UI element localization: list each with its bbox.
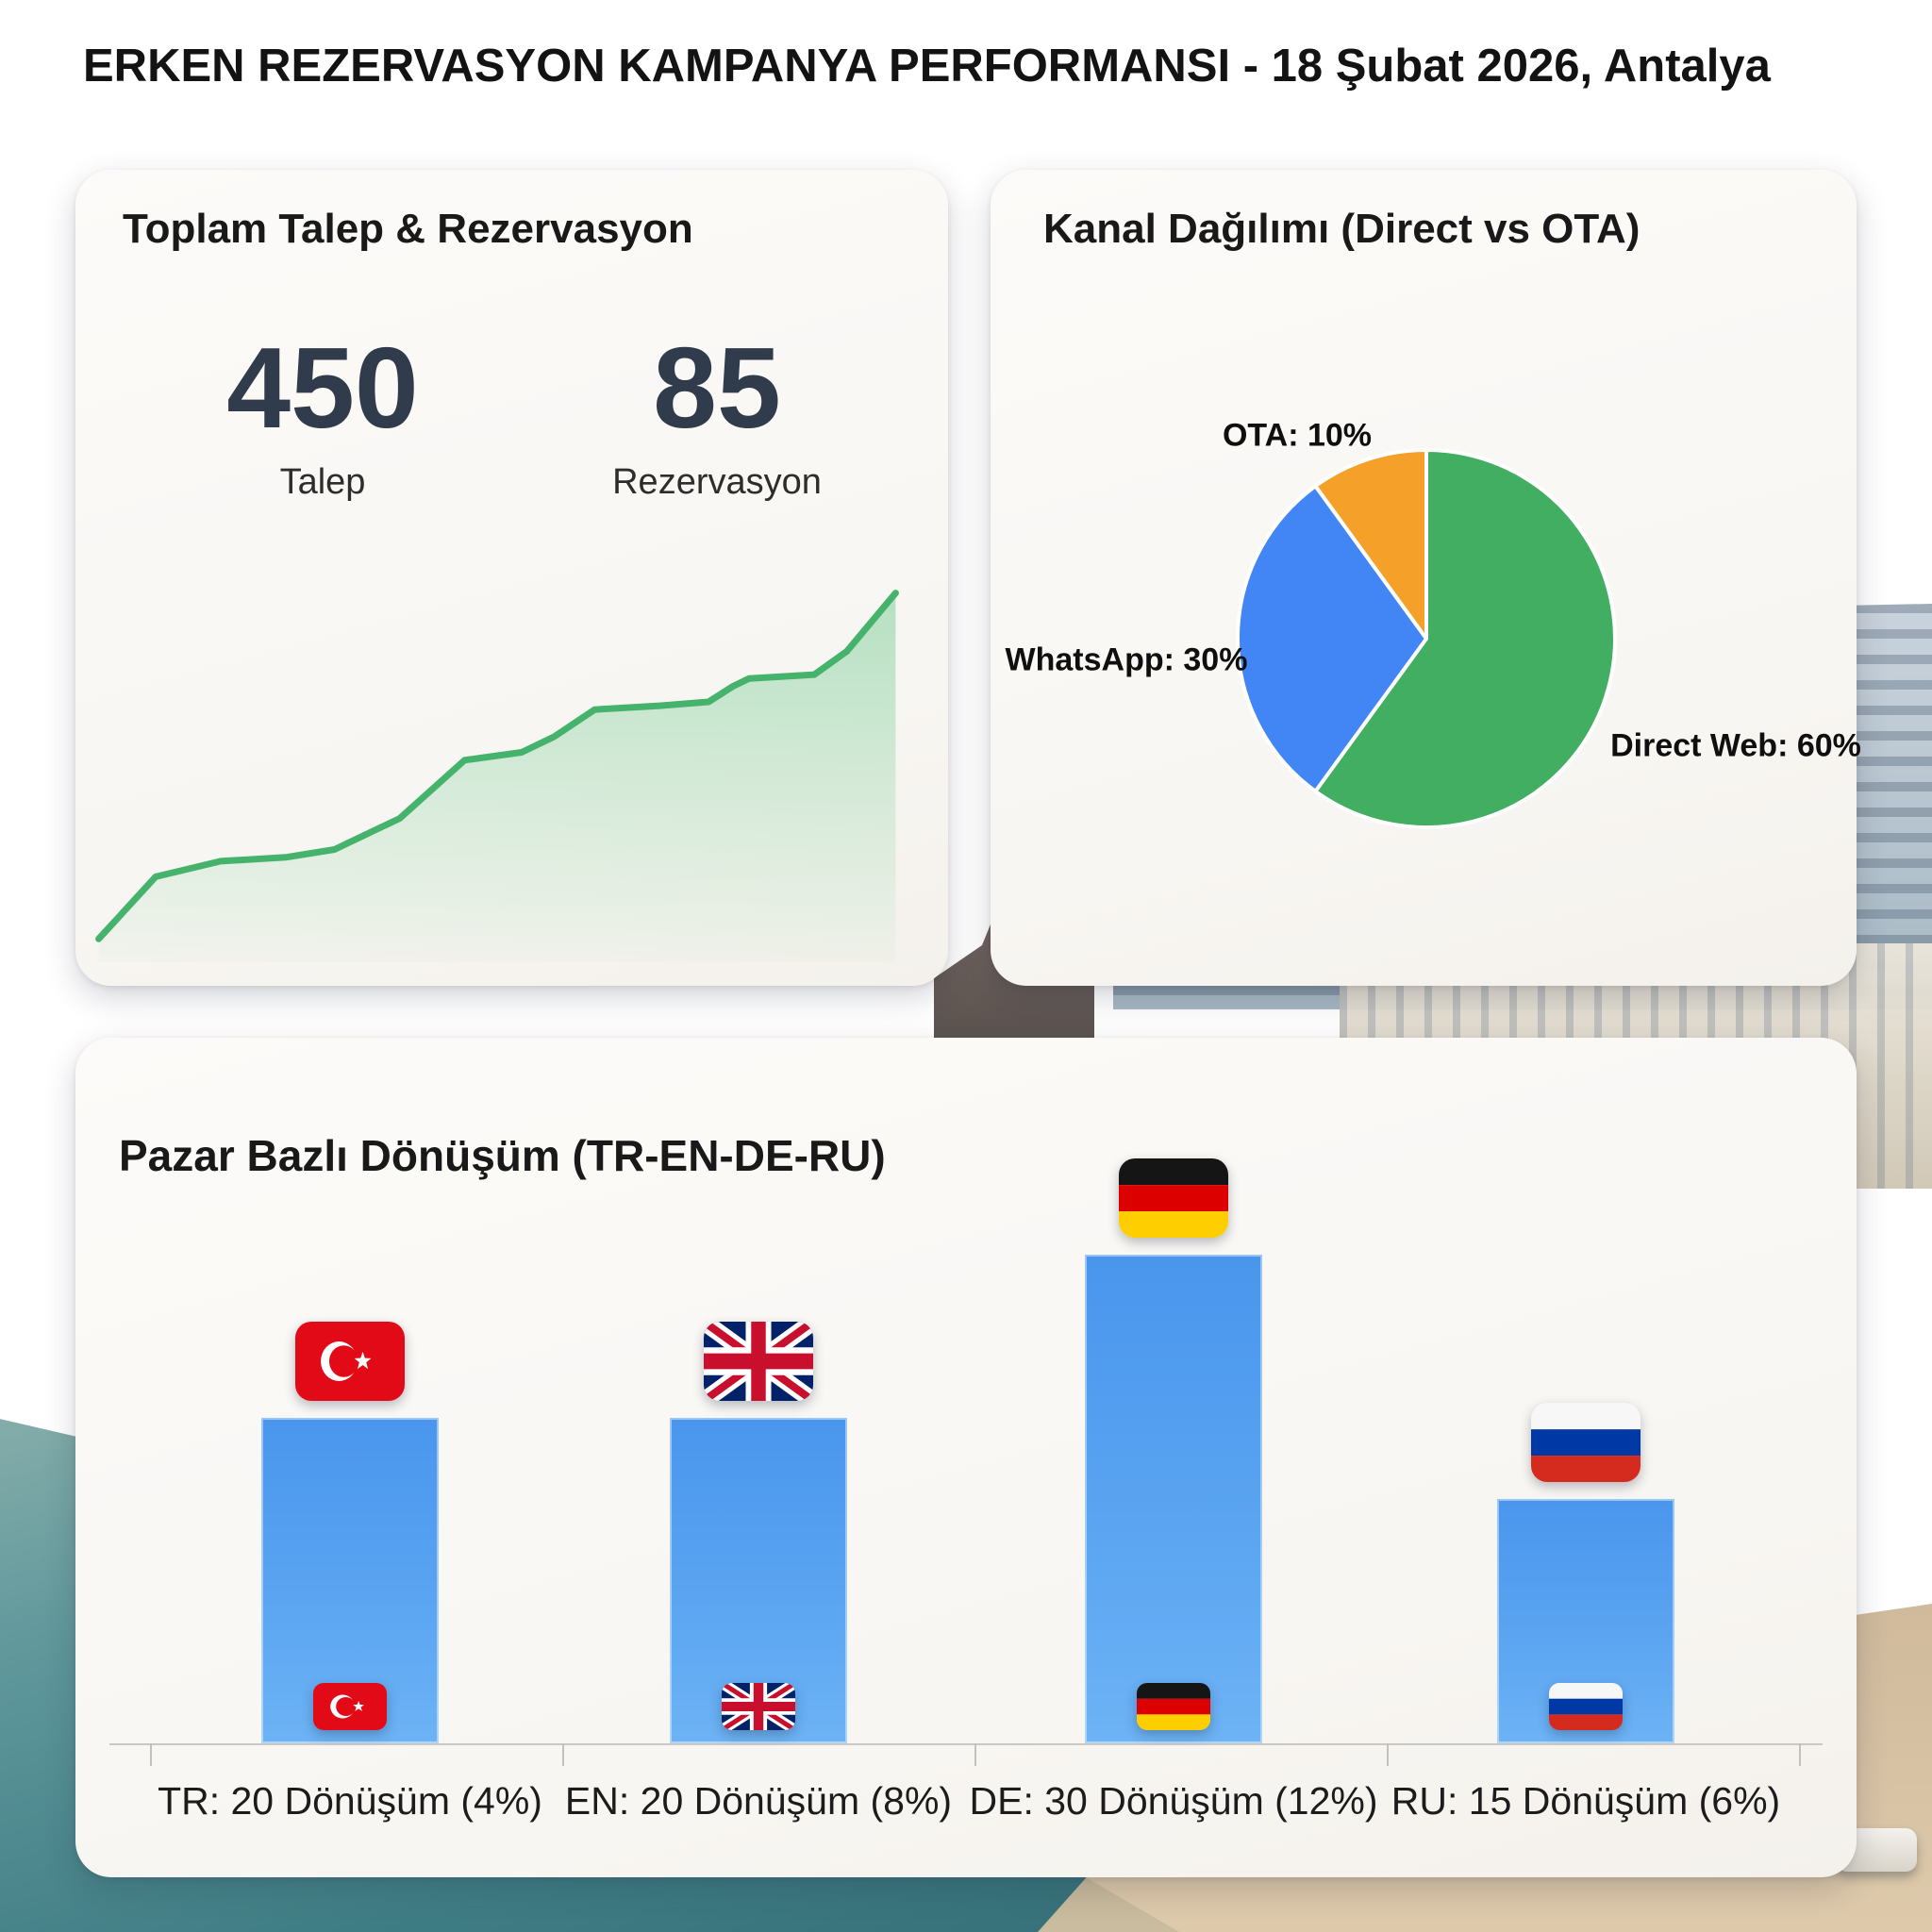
bar-group-de: DE: 30 Dönüşüm (12%): [970, 1038, 1377, 1877]
page-title: ERKEN REZERVASYON KAMPANYA PERFORMANSI -…: [83, 41, 1771, 92]
x-axis-tick: [1799, 1743, 1801, 1766]
pie-label-whatsapp: WhatsApp: 30%: [1005, 641, 1248, 678]
channel-card-title: Kanal Dağılımı (Direct vs OTA): [1043, 206, 1641, 252]
rezervasyon-label: Rezervasyon: [612, 462, 822, 502]
x-axis-tick: [1387, 1743, 1389, 1766]
russia-flag-icon: [1531, 1403, 1641, 1482]
market-conversion-card: Pazar Bazlı Dönüşüm (TR-EN-DE-RU) TR: 20…: [75, 1038, 1857, 1877]
turkey-flag-icon: [313, 1683, 387, 1730]
conversion-bar-tr: [261, 1418, 439, 1743]
talep-label: Talep: [279, 462, 366, 502]
demand-area-fill: [98, 592, 896, 962]
demand-trend-area-chart: [95, 590, 899, 962]
pie-label-direct-web: Direct Web: 60%: [1610, 727, 1861, 764]
turkey-flag-icon: [295, 1322, 405, 1401]
united-kingdom-flag-icon: [722, 1683, 795, 1730]
market-card-title: Pazar Bazlı Dönüşüm (TR-EN-DE-RU): [119, 1131, 886, 1180]
channel-distribution-card: Kanal Dağılımı (Direct vs OTA) OTA: 10% …: [991, 170, 1861, 986]
bar-tick-label-ru: RU: 15 Dönüşüm (6%): [1391, 1779, 1781, 1823]
talep-stat: 450 Talep: [226, 330, 419, 503]
bar-group-tr: TR: 20 Dönüşüm (4%): [158, 1038, 542, 1877]
russia-flag-icon: [1549, 1683, 1623, 1730]
united-kingdom-flag-icon: [704, 1322, 813, 1401]
germany-flag-icon: [1137, 1683, 1210, 1730]
bar-tick-label-gb: EN: 20 Dönüşüm (8%): [564, 1779, 953, 1823]
conversion-bar-ru: [1497, 1499, 1674, 1743]
demand-card-title: Toplam Talep & Rezervasyon: [123, 206, 693, 252]
rezervasyon-value: 85: [653, 324, 781, 452]
bar-group-ru: RU: 15 Dönüşüm (6%): [1391, 1038, 1780, 1877]
conversion-bar-de: [1085, 1255, 1262, 1743]
talep-value: 450: [226, 324, 419, 452]
demand-reservation-card: Toplam Talep & Rezervasyon 450 Talep 85 …: [75, 170, 948, 986]
x-axis-line: [109, 1743, 1823, 1745]
pie-slice-ota: [1313, 448, 1428, 641]
x-axis-tick: [974, 1743, 976, 1766]
bar-tick-label-de: DE: 30 Dönüşüm (12%): [969, 1779, 1378, 1823]
pie-slice-direct-web: [1313, 448, 1617, 829]
bar-tick-label-tr: TR: 20 Dönüşüm (4%): [158, 1779, 542, 1823]
bar-group-gb: EN: 20 Dönüşüm (8%): [565, 1038, 952, 1877]
x-axis-tick: [562, 1743, 564, 1766]
channel-pie-chart: [1235, 448, 1617, 829]
pie-label-ota: OTA: 10%: [1222, 417, 1373, 454]
demand-trend-line: [95, 590, 899, 942]
pie-slice-whatsapp: [1235, 484, 1428, 793]
germany-flag-icon: [1119, 1158, 1228, 1238]
conversion-bar-gb: [670, 1418, 847, 1743]
x-axis-tick: [150, 1743, 152, 1766]
market-bar-chart: TR: 20 Dönüşüm (4%) EN: 20 Dönüşüm (8%) …: [75, 1038, 1857, 1877]
rezervasyon-stat: 85 Rezervasyon: [612, 330, 822, 503]
